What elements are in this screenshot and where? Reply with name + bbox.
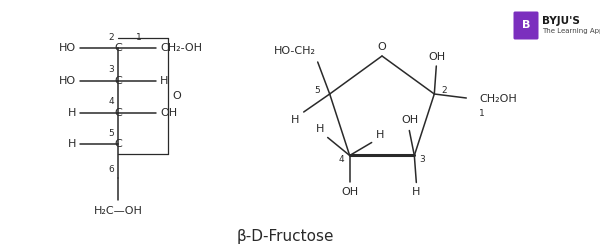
Text: 4: 4	[339, 155, 344, 164]
Text: H: H	[68, 139, 76, 149]
Text: 3: 3	[108, 65, 114, 75]
Text: 2: 2	[109, 32, 114, 42]
Text: The Learning App: The Learning App	[542, 28, 600, 34]
Text: H: H	[68, 108, 76, 118]
Text: H: H	[290, 115, 299, 125]
Text: 3: 3	[419, 155, 425, 164]
Text: HO: HO	[59, 76, 76, 86]
Text: β-D-Fructose: β-D-Fructose	[236, 229, 334, 244]
Text: H: H	[160, 76, 169, 86]
Text: HO: HO	[59, 43, 76, 53]
Text: C: C	[114, 139, 122, 149]
Text: C: C	[114, 76, 122, 86]
Text: 6: 6	[108, 165, 114, 173]
Text: H₂C—OH: H₂C—OH	[94, 206, 142, 216]
Text: 2: 2	[442, 86, 447, 94]
Text: OH: OH	[402, 115, 419, 125]
Text: HO-CH₂: HO-CH₂	[274, 46, 316, 56]
Text: H: H	[412, 187, 421, 198]
Text: O: O	[377, 42, 386, 52]
Text: H: H	[316, 124, 324, 135]
Text: CH₂-OH: CH₂-OH	[160, 43, 202, 53]
Text: O: O	[173, 91, 181, 101]
FancyBboxPatch shape	[514, 12, 539, 40]
Text: H: H	[376, 130, 384, 140]
Text: C: C	[114, 108, 122, 118]
Text: C: C	[114, 43, 122, 53]
Text: 4: 4	[109, 97, 114, 107]
Text: CH₂OH: CH₂OH	[479, 94, 517, 104]
Text: OH: OH	[341, 187, 358, 198]
Text: OH: OH	[160, 108, 177, 118]
Text: B: B	[522, 20, 530, 31]
Text: OH: OH	[429, 52, 446, 62]
Text: 5: 5	[108, 128, 114, 138]
Text: 1: 1	[479, 108, 485, 118]
Text: 1: 1	[136, 32, 142, 42]
Text: BYJU'S: BYJU'S	[542, 16, 580, 26]
Text: 5: 5	[314, 86, 320, 94]
